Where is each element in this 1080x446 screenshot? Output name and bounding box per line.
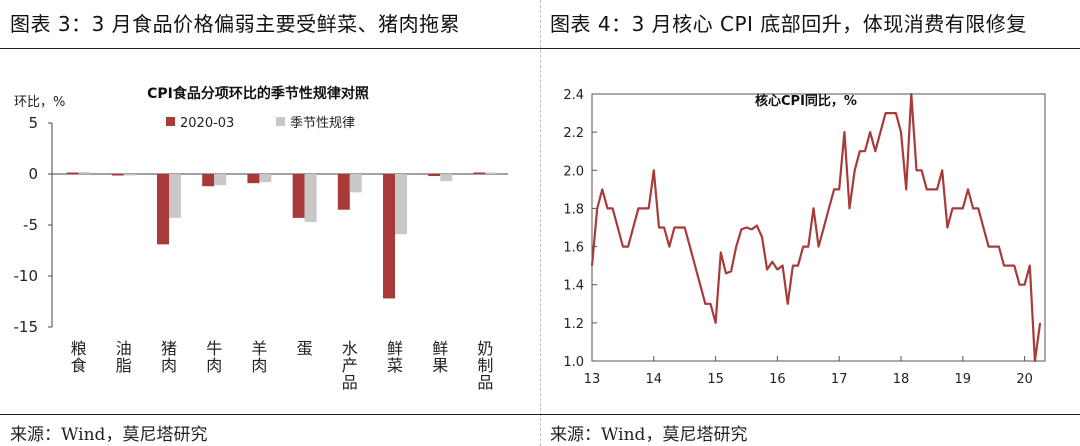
bar-2020-03-6 — [337, 174, 350, 210]
right-bottom-rule — [540, 414, 1080, 415]
bar-seasonal-3 — [214, 174, 227, 186]
right-source: 来源：Wind，莫尼塔研究 — [550, 425, 748, 445]
line-chart: 核心CPI同比，% 2.4 2.2 2.0 1.8 1.6 1.4 1.2 1.0 13 14 1… — [563, 88, 1046, 387]
bar-2020-03-4 — [247, 174, 260, 184]
line-x-tick-label: 20 — [1016, 372, 1033, 387]
panel-divider — [540, 0, 541, 446]
bar-category-label: 脂 — [116, 356, 132, 375]
bar-category-label: 水 — [342, 339, 358, 358]
line-x-tick-label: 14 — [646, 372, 663, 387]
line-x-tick-label: 15 — [707, 372, 724, 387]
bar-y-tick-label: 5 — [28, 114, 38, 132]
bar-category-label: 产 — [342, 356, 358, 375]
bar-seasonal-4 — [259, 174, 272, 183]
bar-seasonal-7 — [395, 174, 407, 235]
bar-category-label: 牛 — [206, 339, 222, 358]
bar-chart: CPI食品分项环比的季节性规律对照 环比，% 2020-03 季节性规律 5 0 -… — [14, 85, 508, 392]
bar-y-tick-label: -10 — [14, 267, 39, 285]
right-panel: 图表 4：3 月核心 CPI 底部回升，体现消费有限修复 核心CPI同比，% 2… — [540, 0, 1080, 446]
bar-category-label: 粮 — [71, 339, 87, 358]
bar-category-label: 制 — [477, 356, 493, 375]
legend-label-2020-03: 2020-03 — [180, 116, 234, 131]
bar-category-label: 果 — [432, 356, 448, 375]
legend-label-seasonal: 季节性规律 — [290, 116, 355, 131]
left-panel-title: 图表 3：3 月食品价格偏弱主要受鲜菜、猪肉拖累 — [10, 12, 461, 36]
left-top-rule — [0, 48, 540, 49]
bar-2020-03-2 — [157, 174, 169, 245]
line-y-tick-label: 2.4 — [563, 88, 584, 103]
bar-seasonal-5 — [304, 174, 317, 222]
bar-category-label: 品 — [342, 373, 358, 392]
bar-seasonal-2 — [169, 174, 181, 218]
legend-swatch-2020-03 — [166, 117, 175, 126]
bar-chart-title: CPI食品分项环比的季节性规律对照 — [147, 85, 369, 102]
bar-chart-ylabel: 环比，% — [14, 95, 65, 110]
line-y-tick-label: 1.2 — [563, 317, 584, 332]
line-y-tick-label: 1.8 — [563, 202, 584, 217]
bar-2020-03-3 — [202, 174, 215, 187]
line-y-tick-label: 1.6 — [563, 241, 584, 256]
line-y-tick-label: 2.0 — [563, 164, 584, 179]
bar-y-tick-label: -5 — [23, 216, 38, 234]
line-y-tick-label: 1.4 — [563, 279, 584, 294]
bar-2020-03-9 — [473, 172, 486, 174]
bar-2020-03-1 — [111, 174, 124, 176]
line-x-tick-label: 13 — [584, 372, 601, 387]
left-source: 来源：Wind，莫尼塔研究 — [10, 425, 208, 445]
bar-seasonal-0 — [78, 171, 91, 174]
legend-swatch-seasonal — [276, 117, 285, 126]
right-panel-title: 图表 4：3 月核心 CPI 底部回升，体现消费有限修复 — [550, 12, 1027, 36]
bar-category-label: 肉 — [251, 356, 267, 375]
bar-legend: 2020-03 季节性规律 — [166, 116, 355, 131]
bar-seasonal-8 — [440, 174, 453, 182]
bar-category-label: 猪 — [161, 339, 177, 358]
bar-category-label: 鲜 — [387, 339, 403, 358]
bar-category-label: 奶 — [477, 339, 493, 358]
line-x-tick-label: 19 — [955, 372, 972, 387]
bar-seasonal-1 — [123, 174, 136, 176]
bar-seasonal-6 — [349, 174, 362, 193]
right-top-rule — [540, 48, 1080, 49]
line-x-tick-label: 16 — [769, 372, 786, 387]
bar-y-tick-label: 0 — [28, 165, 38, 183]
line-x-tick-label: 17 — [831, 372, 848, 387]
line-plot-frame — [591, 93, 1046, 362]
bar-category-label: 羊 — [251, 339, 267, 358]
line-y-tick-label: 1.0 — [563, 355, 584, 370]
line-chart-title: 核心CPI同比，% — [755, 93, 857, 109]
bar-2020-03-5 — [292, 174, 305, 218]
core-cpi-line — [590, 92, 1042, 363]
left-panel: 图表 3：3 月食品价格偏弱主要受鲜菜、猪肉拖累 CPI食品分项环比的季节性规律… — [0, 12, 540, 445]
bar-category-label: 油 — [116, 339, 132, 358]
line-x-tick-label: 18 — [893, 372, 910, 387]
bar-category-label: 鲜 — [432, 339, 448, 358]
bar-2020-03-8 — [428, 174, 441, 177]
bar-category-label: 肉 — [206, 356, 222, 375]
line-y-tick-label: 2.2 — [563, 126, 584, 141]
bar-category-label: 品 — [477, 373, 493, 392]
bar-y-tick-label: -15 — [14, 318, 39, 336]
bar-2020-03-0 — [66, 172, 79, 174]
bar-category-label: 菜 — [387, 356, 403, 375]
bar-category-label: 蛋 — [297, 339, 313, 358]
left-bottom-rule — [0, 414, 540, 415]
bar-category-label: 肉 — [161, 356, 177, 375]
bar-category-label: 食 — [71, 356, 87, 375]
bar-2020-03-7 — [383, 174, 395, 299]
bar-seasonal-9 — [485, 172, 498, 174]
